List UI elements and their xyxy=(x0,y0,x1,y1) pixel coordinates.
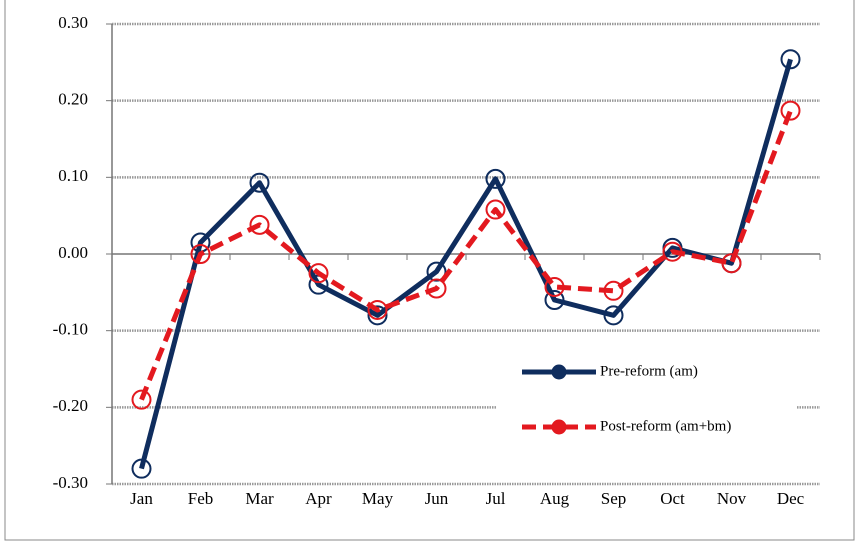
y-tick-label: -0.30 xyxy=(53,473,88,492)
marker xyxy=(780,100,801,121)
legend-label: Pre-reform (am) xyxy=(600,363,698,379)
marker xyxy=(190,244,211,264)
marker xyxy=(367,305,388,326)
legend-label: Post-reform (am+bm) xyxy=(600,418,731,434)
marker xyxy=(426,261,447,282)
legend-box xyxy=(496,350,796,454)
x-tick-label: Feb xyxy=(188,489,214,508)
x-tick-label: Apr xyxy=(305,489,332,508)
legend-marker xyxy=(551,419,567,435)
y-tick-label: -0.10 xyxy=(53,320,88,339)
x-tick-label: Jul xyxy=(486,489,506,508)
marker xyxy=(249,172,270,193)
x-tick-label: Jan xyxy=(130,489,153,508)
marker xyxy=(367,299,388,320)
line xyxy=(139,109,793,401)
marker xyxy=(603,280,624,301)
x-tick-label: Nov xyxy=(717,489,747,508)
x-tick-label: Jun xyxy=(425,489,449,508)
marker xyxy=(544,290,565,310)
x-tick-label: May xyxy=(362,489,394,508)
marker xyxy=(426,278,447,299)
y-tick-label: 0.30 xyxy=(58,13,88,32)
marker xyxy=(603,305,624,326)
y-tick-label: 0.10 xyxy=(58,166,88,185)
marker xyxy=(662,241,683,262)
x-tick-label: Aug xyxy=(540,489,570,508)
marker xyxy=(131,389,152,410)
marker xyxy=(544,276,565,297)
marker xyxy=(485,199,506,220)
marker xyxy=(485,168,506,189)
marker xyxy=(780,49,801,70)
x-tick-label: Sep xyxy=(601,489,627,508)
marker xyxy=(721,253,742,274)
y-tick-label: 0.20 xyxy=(58,90,88,109)
x-tick-label: Mar xyxy=(245,489,274,508)
marker xyxy=(308,263,329,284)
y-tick-label: 0.00 xyxy=(58,243,88,262)
legend-marker xyxy=(551,364,567,380)
y-tick-label: -0.20 xyxy=(53,396,88,415)
marker xyxy=(249,214,270,235)
x-tick-label: Dec xyxy=(777,489,805,508)
marker xyxy=(131,458,152,479)
x-tick-label: Oct xyxy=(660,489,685,508)
